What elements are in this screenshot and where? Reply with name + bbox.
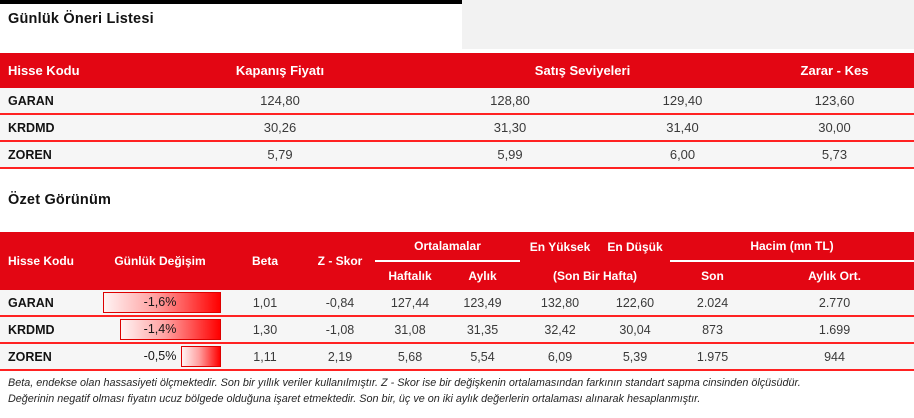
stock-code: GARAN xyxy=(0,88,150,115)
top-right-gray-area xyxy=(462,0,914,49)
sell-level-2: 31,40 xyxy=(610,114,755,142)
header-stop-loss: Zarar - Kes xyxy=(755,53,914,88)
table-row: ZOREN -0,5% 1,11 2,19 5,68 5,54 6,09 5,3… xyxy=(0,343,914,371)
lowest-value: 30,04 xyxy=(600,316,671,344)
beta-value: 1,30 xyxy=(225,316,305,344)
stop-loss: 5,73 xyxy=(755,141,914,169)
table-row: KRDMD 30,26 31,30 31,40 30,00 xyxy=(0,114,914,142)
table-header-row-bottom: Haftalık Aylık (Son Bir Hafta) Son Aylık… xyxy=(0,261,914,290)
monthly-avg-value: 31,35 xyxy=(445,316,521,344)
top-black-bar xyxy=(0,0,462,4)
close-price: 30,26 xyxy=(150,114,410,142)
stock-code: ZOREN xyxy=(0,141,150,169)
volume-last-value: 873 xyxy=(670,316,756,344)
table-row: GARAN -1,6% 1,01 -0,84 127,44 123,49 132… xyxy=(0,290,914,317)
highest-value: 6,09 xyxy=(520,343,601,371)
header-lowest: En Düşük xyxy=(600,232,671,261)
beta-value: 1,11 xyxy=(225,343,305,371)
header-volume-group: Hacim (mn TL) xyxy=(670,232,914,262)
footnote-line-2: Değerinin negatif olması fiyatın ucuz bö… xyxy=(8,392,701,405)
stock-code: KRDMD xyxy=(0,316,95,344)
header-stock-code: Hisse Kodu xyxy=(0,232,95,290)
header-stock-code: Hisse Kodu xyxy=(0,53,150,88)
stock-code: GARAN xyxy=(0,290,95,317)
negative-change-databar xyxy=(102,292,221,313)
table-row: KRDMD -1,4% 1,30 -1,08 31,08 31,35 32,42… xyxy=(0,316,914,344)
header-daily-change: Günlük Değişim xyxy=(95,232,225,290)
negative-change-databar xyxy=(119,319,221,340)
header-close-price: Kapanış Fiyatı xyxy=(150,53,410,88)
header-highest: En Yüksek xyxy=(520,232,601,261)
header-volume-m-avg: Aylık Ort. xyxy=(755,261,914,290)
volume-last-value: 1.975 xyxy=(670,343,756,371)
table-row: GARAN 124,80 128,80 129,40 123,60 xyxy=(0,88,914,115)
table-header-row: Hisse Kodu Kapanış Fiyatı Satış Seviyele… xyxy=(0,53,914,88)
table-row: ZOREN 5,79 5,99 6,00 5,73 xyxy=(0,141,914,169)
stock-code: ZOREN xyxy=(0,343,95,371)
section-title-summary-view: Özet Görünüm xyxy=(8,192,112,208)
weekly-avg-value: 31,08 xyxy=(375,316,445,344)
stop-loss: 30,00 xyxy=(755,114,914,142)
lowest-value: 122,60 xyxy=(600,290,671,317)
beta-value: 1,01 xyxy=(225,290,305,317)
volume-mavg-value: 1.699 xyxy=(755,316,914,344)
daily-change-cell: -1,4% xyxy=(95,316,225,344)
header-last-week: (Son Bir Hafta) xyxy=(520,261,671,290)
highest-value: 132,80 xyxy=(520,290,601,317)
footnote: Beta, endekse olan hassasiyeti ölçmekted… xyxy=(8,376,906,407)
sell-level-1: 128,80 xyxy=(410,88,610,115)
volume-last-value: 2.024 xyxy=(670,290,756,317)
daily-change-value: -1,4% xyxy=(143,322,177,336)
daily-change-value: -0,5% xyxy=(143,349,177,363)
daily-change-cell: -0,5% xyxy=(95,343,225,371)
daily-change-value: -1,6% xyxy=(143,295,177,309)
sell-level-2: 129,40 xyxy=(610,88,755,115)
header-z-score: Z - Skor xyxy=(305,232,375,290)
header-volume-last: Son xyxy=(670,261,756,290)
close-price: 124,80 xyxy=(150,88,410,115)
header-beta: Beta xyxy=(225,232,305,290)
weekly-avg-value: 5,68 xyxy=(375,343,445,371)
negative-change-databar xyxy=(180,346,221,367)
weekly-avg-value: 127,44 xyxy=(375,290,445,317)
monthly-avg-value: 5,54 xyxy=(445,343,521,371)
table-header-row-top: Hisse Kodu Günlük Değişim Beta Z - Skor … xyxy=(0,232,914,290)
footnote-line-1: Beta, endekse olan hassasiyeti ölçmekted… xyxy=(8,377,801,389)
sell-level-1: 5,99 xyxy=(410,141,610,169)
volume-mavg-value: 944 xyxy=(755,343,914,371)
z-score-value: 2,19 xyxy=(305,343,375,371)
monthly-avg-value: 123,49 xyxy=(445,290,521,317)
header-monthly-avg: Aylık xyxy=(445,261,521,290)
sell-level-2: 6,00 xyxy=(610,141,755,169)
sell-level-1: 31,30 xyxy=(410,114,610,142)
close-price: 5,79 xyxy=(150,141,410,169)
lowest-value: 5,39 xyxy=(600,343,671,371)
z-score-value: -0,84 xyxy=(305,290,375,317)
section-title-daily-list: Günlük Öneri Listesi xyxy=(8,11,154,27)
daily-change-cell: -1,6% xyxy=(95,290,225,317)
header-averages-group: Ortalamalar xyxy=(375,232,521,262)
header-sell-levels: Satış Seviyeleri xyxy=(410,53,755,88)
stop-loss: 123,60 xyxy=(755,88,914,115)
stock-code: KRDMD xyxy=(0,114,150,142)
volume-mavg-value: 2.770 xyxy=(755,290,914,317)
z-score-value: -1,08 xyxy=(305,316,375,344)
summary-view-table: Hisse Kodu Günlük Değişim Beta Z - Skor … xyxy=(0,232,914,371)
daily-recommendation-table: Hisse Kodu Kapanış Fiyatı Satış Seviyele… xyxy=(0,53,914,169)
header-weekly-avg: Haftalık xyxy=(375,261,445,290)
highest-value: 32,42 xyxy=(520,316,601,344)
